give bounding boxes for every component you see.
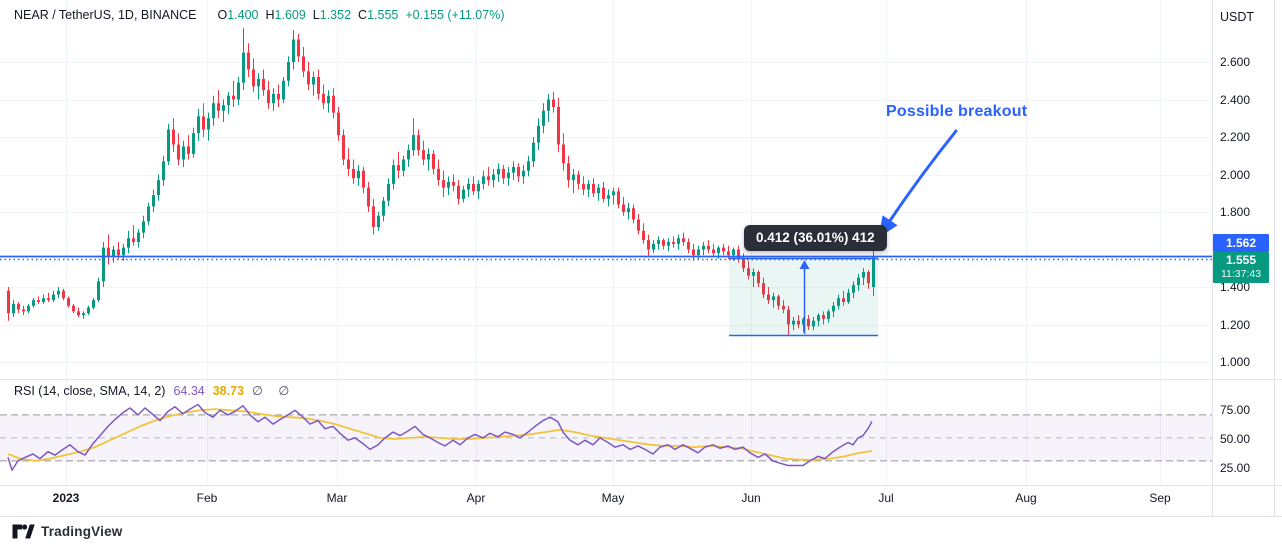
- time-axis-label: Aug: [1015, 491, 1037, 505]
- low-label: L: [312, 8, 320, 22]
- up-candle-bodies: [12, 39, 875, 327]
- down-candle-bodies: [7, 39, 870, 327]
- price-range-tool[interactable]: [729, 257, 878, 337]
- price-axis-label: 2.200: [1220, 130, 1251, 144]
- tradingview-logo-icon: [12, 524, 35, 539]
- time-axis-label: Mar: [326, 491, 348, 505]
- price-axis-label: 1.800: [1220, 205, 1251, 219]
- high-value: 1.609: [274, 8, 306, 22]
- price-axis-label: 2.600: [1220, 55, 1251, 69]
- rsi-legend: RSI (14, close, SMA, 14, 2) 64.34 38.73 ∅ ∅: [14, 383, 295, 398]
- symbol-legend: NEAR / TetherUS, 1D, BINANCE O1.400 H1.609…: [14, 8, 505, 22]
- time-axis-label: Apr: [466, 491, 486, 505]
- candle-countdown: 11:37:43: [1220, 268, 1262, 280]
- symbol-title[interactable]: NEAR / TetherUS, 1D, BINANCE: [14, 8, 197, 22]
- rsi-legend-title[interactable]: RSI (14, close, SMA, 14, 2): [14, 384, 166, 398]
- time-axis-separator: [0, 485, 1282, 486]
- grid-lines: [0, 0, 1282, 485]
- open-label: O: [217, 8, 228, 22]
- range-box-fill[interactable]: [729, 258, 878, 335]
- low-value: 1.352: [319, 8, 352, 22]
- time-axis-label: Sep: [1149, 491, 1171, 505]
- time-axis-label: Jun: [741, 491, 761, 505]
- last-price-tag: 1.555 11:37:43: [1213, 252, 1269, 283]
- price-axis-separator: [1212, 0, 1213, 516]
- rsi-axis-label: 75.00: [1220, 403, 1251, 418]
- change-value: +0.155 (+11.07%): [405, 8, 505, 22]
- rsi-axis-label: 25.00: [1220, 460, 1251, 475]
- rsi-ma-value: 38.73: [212, 384, 245, 398]
- open-value: 1.400: [227, 8, 259, 22]
- range-measure-arrowhead: [799, 260, 810, 269]
- rsi-empty-values: ∅ ∅: [252, 384, 296, 398]
- time-axis-label: Jul: [878, 491, 894, 505]
- price-chart-plot-area[interactable]: [0, 0, 1212, 379]
- measure-tooltip: 0.412 (36.01%) 412: [744, 225, 887, 251]
- footer-separator: [0, 516, 1282, 517]
- hline-price-tag: 1.562: [1213, 234, 1269, 252]
- last-price-value: 1.555: [1225, 253, 1257, 267]
- breakout-annotation-text[interactable]: Possible breakout: [886, 103, 1028, 120]
- rsi-indicator-lines: [7, 403, 873, 471]
- axis-currency-label: USDT: [1220, 10, 1255, 24]
- price-axis-label: 1.000: [1220, 355, 1251, 369]
- time-axis-label: Feb: [196, 491, 218, 505]
- price-axis-label: 2.000: [1220, 167, 1251, 182]
- right-edge-border: [1274, 0, 1275, 516]
- breakout-arrow-drawing[interactable]: [878, 129, 958, 238]
- rsi-line: [7, 403, 873, 471]
- time-axis-label: 2023: [52, 491, 80, 505]
- close-label: C: [358, 8, 368, 22]
- candlestick-series: [7, 28, 875, 336]
- price-axis-label: 1.400: [1220, 280, 1251, 294]
- tradingview-logo-text: TradingView: [41, 524, 123, 539]
- horizontal-line-drawing[interactable]: [0, 255, 1212, 261]
- tradingview-attribution[interactable]: TradingView: [12, 524, 122, 539]
- close-value: 1.555: [367, 8, 399, 22]
- rsi-value: 64.34: [173, 384, 205, 398]
- time-axis-label: May: [601, 491, 625, 505]
- price-axis-label: 2.400: [1220, 92, 1251, 107]
- rsi-axis-label: 50.00: [1220, 431, 1251, 446]
- high-label: H: [265, 8, 275, 22]
- price-axis-label: 1.200: [1220, 317, 1251, 332]
